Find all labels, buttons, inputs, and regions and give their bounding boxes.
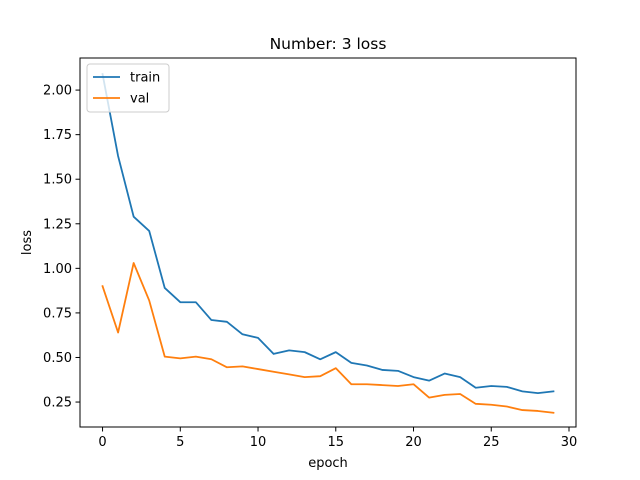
y-tick-label: 2.00	[43, 84, 72, 99]
chart-title: Number: 3 loss	[270, 35, 387, 53]
x-tick-label: 25	[483, 435, 500, 450]
x-axis-label: epoch	[308, 456, 348, 471]
y-tick-label: 0.75	[43, 306, 72, 321]
x-tick-label: 20	[405, 435, 422, 450]
legend-label-val: val	[130, 92, 149, 107]
legend-label-train: train	[130, 71, 160, 86]
legend-box	[86, 63, 170, 113]
axes-frame	[79, 57, 577, 428]
x-tick-label: 10	[250, 435, 267, 450]
y-axis-label: loss	[20, 230, 35, 255]
series-line-train	[101, 72, 555, 395]
y-tick-label: 0.25	[43, 396, 72, 411]
axes-layer: 0 5 10 15 20 25 30 0.25 0.50 0.75 1.00 1.25 1.50 1.75…	[43, 57, 578, 450]
plot-area	[80, 58, 576, 427]
y-tick-label: 1.75	[43, 128, 72, 143]
legend: train val	[86, 63, 170, 113]
x-tick-label: 15	[328, 435, 345, 450]
y-tick-label: 0.50	[43, 351, 72, 366]
y-tick-label: 1.00	[43, 262, 72, 277]
y-tick-label: 1.50	[43, 173, 72, 188]
x-tick-label: 30	[561, 435, 578, 450]
y-tick-label: 1.25	[43, 217, 72, 232]
x-tick-label: 0	[98, 435, 106, 450]
series-layer	[101, 72, 555, 414]
x-tick-label: 5	[176, 435, 184, 450]
series-line-val	[101, 262, 555, 414]
